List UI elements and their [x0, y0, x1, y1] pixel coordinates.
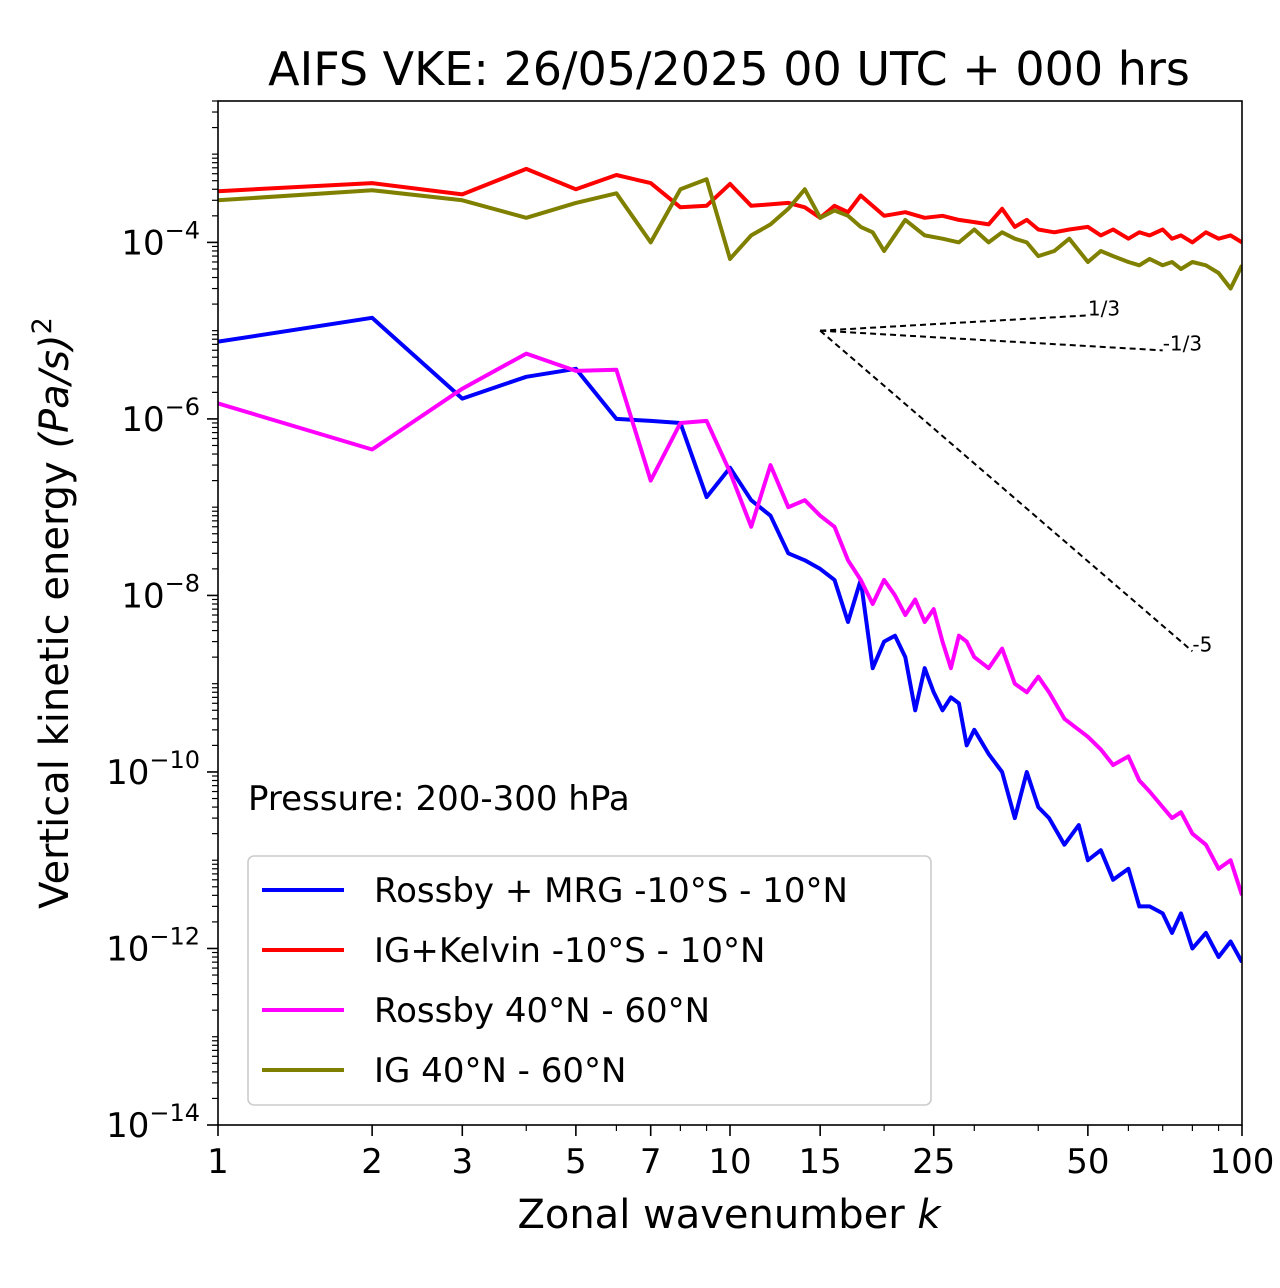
series-line-1 — [218, 315, 1242, 964]
series-line-3 — [218, 351, 1242, 896]
legend-label-3: Rossby 40°N - 60°N — [374, 991, 710, 1031]
x-axis-label-variable: k — [917, 1192, 942, 1238]
y-tick-label: 10−12 — [106, 922, 200, 969]
x-tick-label: 50 — [1066, 1142, 1109, 1182]
legend-label-1: Rossby + MRG -10°S - 10°N — [374, 871, 848, 911]
series-line-4 — [218, 177, 1242, 291]
y-tick-label: 10−14 — [106, 1099, 200, 1146]
x-tick-label: 10 — [708, 1142, 751, 1182]
reference-line-label-3: -5 — [1192, 632, 1212, 656]
reference-line-2 — [820, 329, 1163, 352]
x-tick-label: 5 — [565, 1142, 587, 1182]
x-axis: 1 2 3 5 7 10 15 25 50 100 — [207, 1125, 1274, 1182]
series-line-2 — [218, 166, 1242, 245]
legend-label-4: IG 40°N - 60°N — [374, 1051, 626, 1091]
x-tick-label: 2 — [361, 1142, 383, 1182]
y-axis-label-text: Vertical kinetic energy — [32, 461, 78, 909]
y-axis-label-unit: (Pa/s) — [32, 334, 78, 448]
chart-title: AIFS VKE: 26/05/2025 00 UTC + 000 hrs — [268, 42, 1190, 96]
legend-label-2: IG+Kelvin -10°S - 10°N — [374, 931, 765, 971]
x-axis-label: Zonal wavenumber k — [517, 1192, 942, 1238]
reference-line-1 — [820, 314, 1088, 332]
x-tick-label: 15 — [799, 1142, 842, 1182]
x-tick-label: 25 — [912, 1142, 955, 1182]
y-tick-label: 10−6 — [121, 393, 200, 440]
y-axis-label: Vertical kinetic energy (Pa/s)2 — [27, 317, 78, 909]
x-tick-label: 100 — [1210, 1142, 1275, 1182]
x-tick-label: 3 — [451, 1142, 473, 1182]
x-tick-label: 1 — [207, 1142, 229, 1182]
legend-box — [247, 855, 932, 1106]
reference-lines: 1/3 -1/3 -5 — [819, 296, 1212, 656]
x-axis-label-text: Zonal wavenumber — [517, 1192, 905, 1238]
y-tick-label: 10−4 — [121, 216, 200, 263]
pressure-annotation: Pressure: 200-300 hPa — [248, 779, 630, 819]
reference-line-3 — [819, 329, 1194, 653]
y-axis-label-exponent: 2 — [27, 317, 58, 334]
series-layer — [218, 166, 1242, 964]
x-tick-label: 7 — [640, 1142, 662, 1182]
y-tick-label: 10−8 — [121, 569, 200, 616]
reference-line-label-2: -1/3 — [1163, 331, 1202, 355]
y-axis: 10−14 10−12 10−10 10−8 10−6 10−4 — [106, 100, 218, 1146]
reference-line-label-1: 1/3 — [1088, 296, 1120, 320]
legend: Rossby + MRG -10°S - 10°N IG+Kelvin -10°S… — [247, 855, 932, 1106]
y-tick-label: 10−10 — [106, 746, 200, 793]
